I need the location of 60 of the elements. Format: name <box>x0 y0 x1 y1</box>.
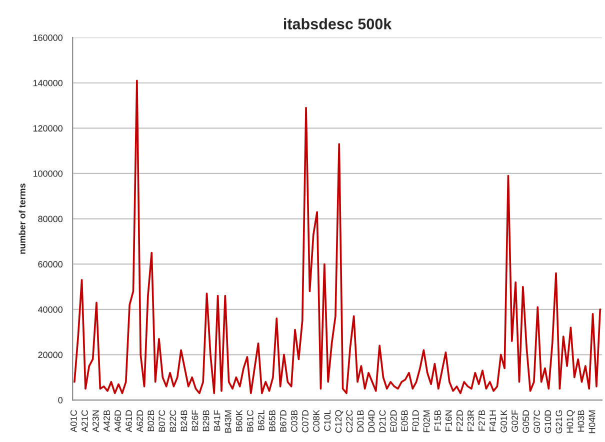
x-tick-label: F02M <box>423 410 430 432</box>
x-tick-label: A01C <box>70 410 77 432</box>
x-tick-label: C03B <box>291 410 298 432</box>
x-tick-label: D01B <box>357 410 364 432</box>
x-tick-label: B61C <box>246 410 254 432</box>
x-tick-label: G01K <box>500 410 507 432</box>
x-tick-label: F16N <box>445 410 452 432</box>
y-tick-label: 100000 <box>33 170 63 177</box>
x-tick-label: H03B <box>578 410 584 432</box>
x-tick-label: B24B <box>180 410 188 432</box>
x-tick-label: A23N <box>92 410 99 432</box>
x-tick-label: C12Q <box>335 410 344 433</box>
x-tick-label: B67D <box>280 410 286 432</box>
y-tick-label: 140000 <box>33 80 63 86</box>
x-tick-label: F01D <box>412 410 419 432</box>
y-tick-label: 0 <box>58 396 63 404</box>
x-tick-label: A42B <box>104 410 110 432</box>
y-tick-label: 160000 <box>33 34 63 41</box>
x-tick-label: C10L <box>324 410 331 431</box>
x-tick-label: G10D <box>544 410 552 433</box>
x-tick-label: D04D <box>368 410 375 432</box>
y-tick-label: 40000 <box>38 306 63 313</box>
x-tick-label: B22C <box>170 410 176 432</box>
x-tick-label: C08K <box>313 410 320 432</box>
y-tick-label: 80000 <box>38 216 63 222</box>
x-tick-label: B07C <box>158 410 166 432</box>
x-tick-label: A46D <box>114 410 121 432</box>
x-tick-label: A21C <box>81 410 88 432</box>
x-tick-label: B26F <box>192 410 198 431</box>
x-tick-label: E05B <box>401 410 408 432</box>
x-tick-label: H04M <box>588 410 596 434</box>
x-tick-label: A61D <box>126 410 132 432</box>
x-tick-label: G02F <box>512 410 518 432</box>
x-tick-label: B60K <box>236 410 242 432</box>
x-tick-label: B02B <box>148 410 154 432</box>
line-series <box>74 80 602 394</box>
x-tick-label: H01Q <box>566 410 575 433</box>
x-tick-label: B65B <box>268 410 276 432</box>
x-tick-label: C07D <box>302 410 308 432</box>
x-tick-label: F23R <box>468 410 474 432</box>
chart-title: itabsdesc 500k <box>284 18 392 30</box>
x-tick-label: F15B <box>434 410 441 431</box>
x-tick-label: C22C <box>346 410 353 432</box>
x-tick-label: F41H <box>490 410 496 432</box>
x-tick-label: E02D <box>390 410 397 432</box>
x-tick-label: G21G <box>556 410 562 434</box>
x-tick-label: B62L <box>258 410 264 430</box>
x-tick-label: A62D <box>136 410 144 432</box>
y-tick-label: 120000 <box>33 125 63 132</box>
x-tick-label: F27B <box>478 410 485 431</box>
y-tick-label: 20000 <box>38 352 63 358</box>
x-tick-label: G07C <box>534 410 540 433</box>
y-tick-label: 60000 <box>38 261 63 268</box>
x-tick-label: B41F <box>214 410 220 431</box>
y-axis-title: number of terms <box>18 184 26 254</box>
x-tick-label: G05D <box>522 410 530 433</box>
x-tick-label: B43M <box>224 410 232 433</box>
x-tick-label: F22D <box>456 410 463 432</box>
x-tick-label: B29B <box>202 410 210 432</box>
x-tick-label: D21C <box>379 410 386 432</box>
